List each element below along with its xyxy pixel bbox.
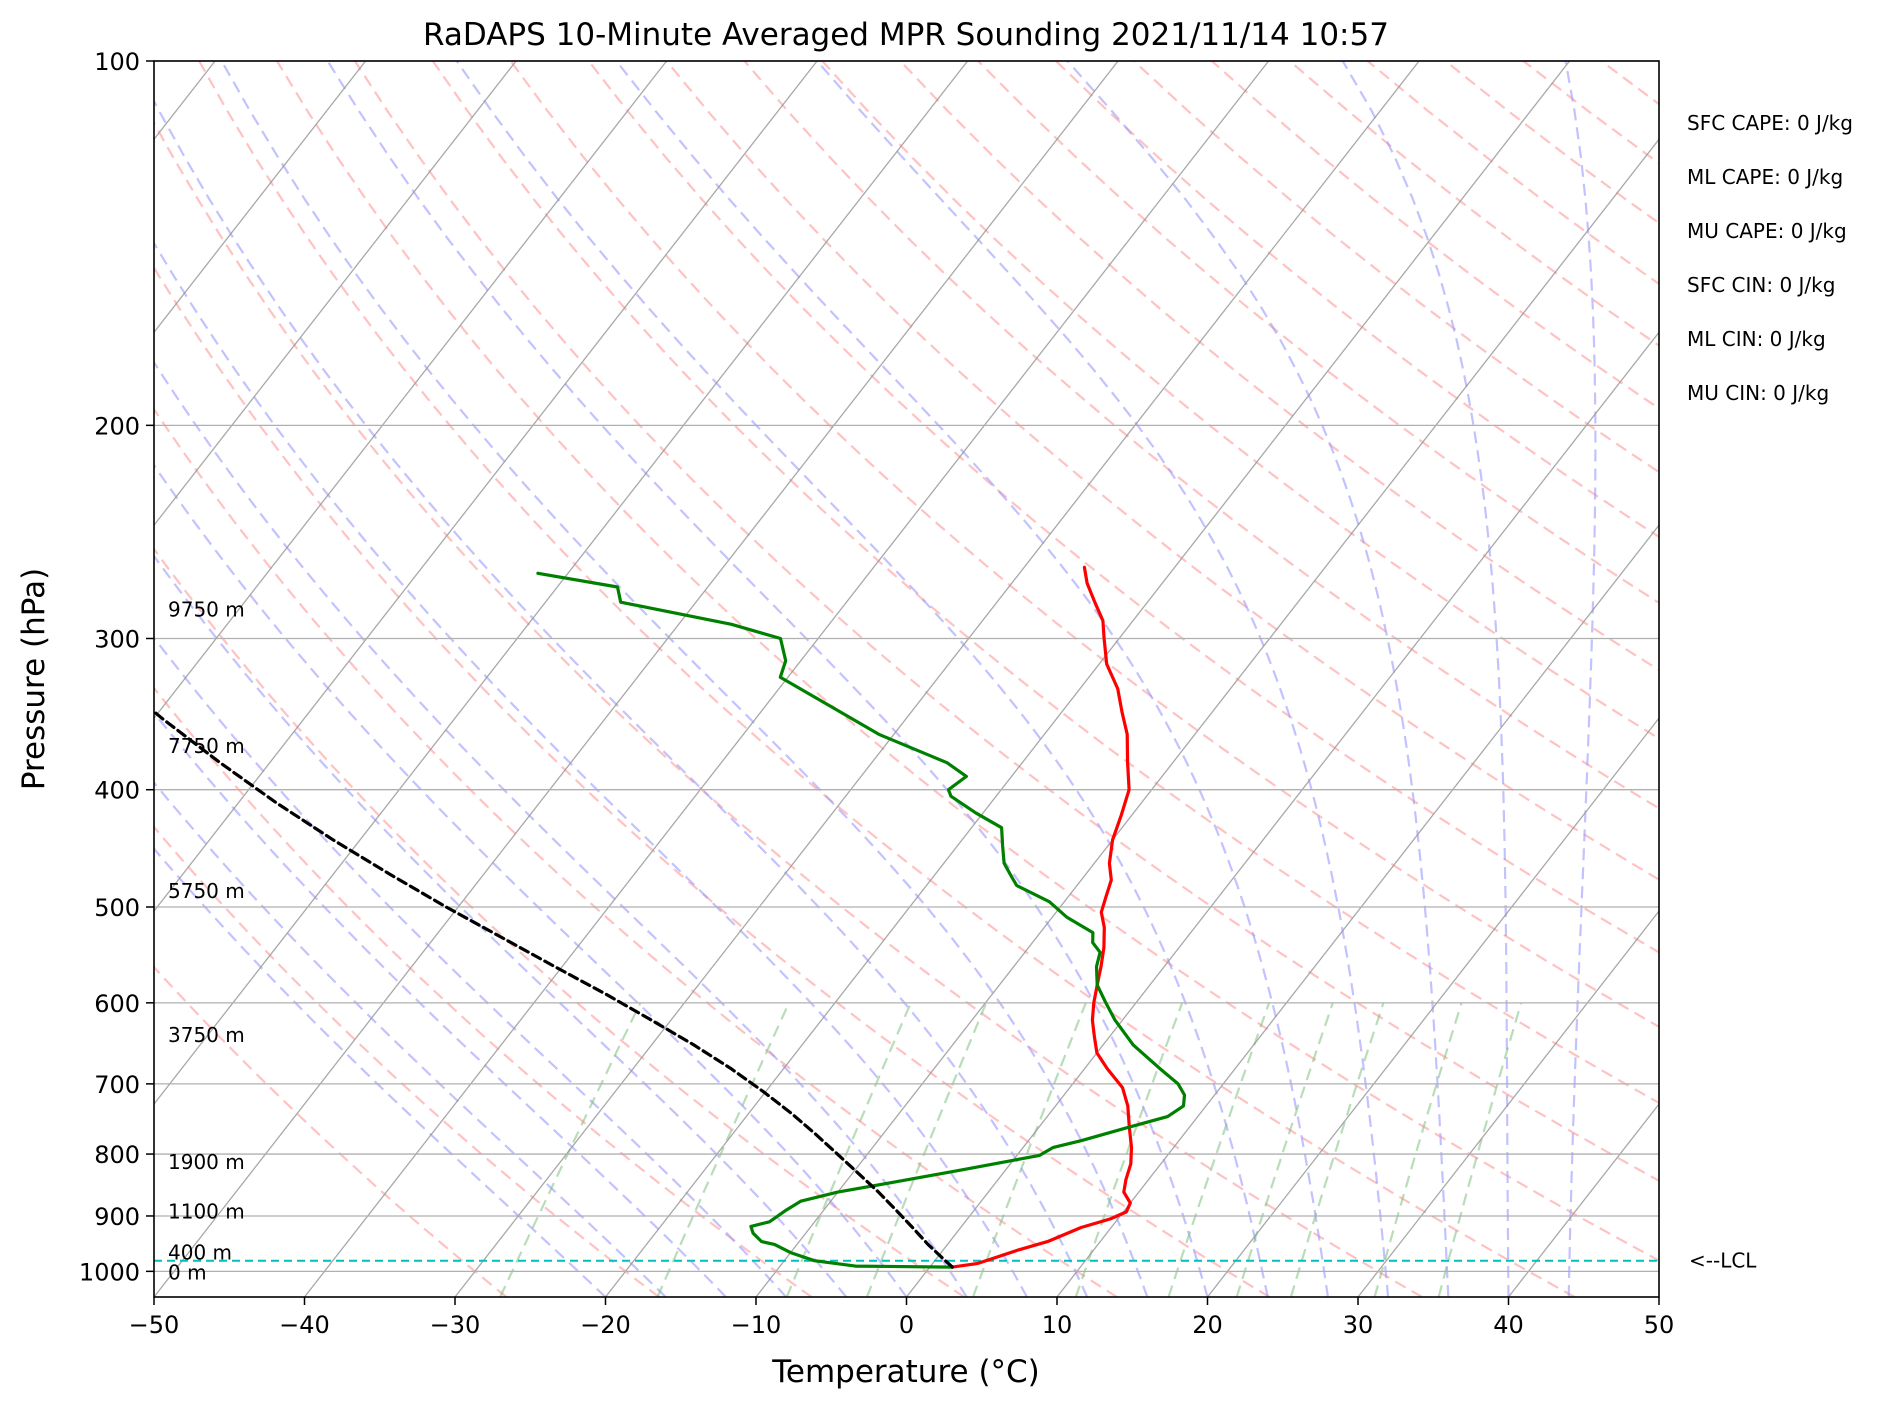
index-text: MU CIN: 0 J/kg [1687,381,1829,405]
index-text: SFC CAPE: 0 J/kg [1687,111,1853,135]
x-tick-label: −50 [129,1311,180,1339]
height-label: 0 m [168,1260,207,1284]
x-tick-label: −10 [731,1311,782,1339]
x-tick-label: 10 [1042,1311,1073,1339]
y-tick-label: 1000 [79,1258,140,1286]
y-tick-label: 600 [94,990,140,1018]
y-tick-label: 300 [94,625,140,653]
x-tick-label: 0 [899,1311,914,1339]
x-tick-label: 40 [1493,1311,1524,1339]
x-tick-label: −20 [580,1311,631,1339]
height-label: 5750 m [168,879,245,903]
y-tick-label: 500 [94,894,140,922]
height-label: 3750 m [168,1023,245,1047]
x-tick-label: 30 [1343,1311,1374,1339]
height-label: 9750 m [168,598,245,622]
index-text: MU CAPE: 0 J/kg [1687,219,1847,243]
x-tick-label: −30 [430,1311,481,1339]
y-axis-label: Pressure (hPa) [16,568,52,790]
height-label: 7750 m [168,734,245,758]
index-text: SFC CIN: 0 J/kg [1687,273,1835,297]
y-tick-label: 200 [94,412,140,440]
index-text: ML CIN: 0 J/kg [1687,327,1826,351]
x-tick-label: 50 [1644,1311,1675,1339]
index-text: ML CAPE: 0 J/kg [1687,165,1843,189]
lcl-label: <--LCL [1689,1249,1757,1273]
y-tick-label: 700 [94,1071,140,1099]
x-axis-label: Temperature (°C) [771,1354,1040,1390]
y-tick-label: 400 [94,777,140,805]
height-label: 1900 m [168,1150,245,1174]
y-tick-label: 100 [94,48,140,76]
y-tick-label: 900 [94,1203,140,1231]
chart-title: RaDAPS 10-Minute Averaged MPR Sounding 2… [423,17,1389,53]
x-tick-label: 20 [1192,1311,1223,1339]
x-tick-label: −40 [279,1311,330,1339]
y-tick-label: 800 [94,1141,140,1169]
height-label: 1100 m [168,1199,245,1223]
